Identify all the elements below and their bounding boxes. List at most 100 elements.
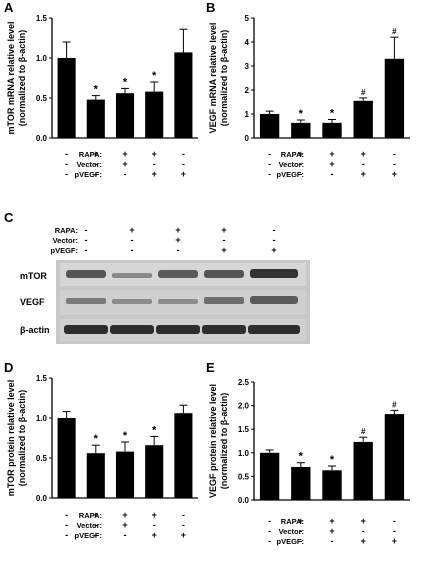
condition-sign: - (362, 526, 365, 536)
condition-sign: + (122, 159, 127, 169)
condition-row-label: RAPA: (281, 150, 304, 159)
condition-sign: + (122, 520, 127, 530)
condition-sign: + (122, 510, 127, 520)
y-tick-label: 1.5 (36, 14, 48, 23)
condition-sign: - (393, 159, 396, 169)
band-mtor-lane3 (158, 270, 198, 278)
significance-mark: * (123, 430, 128, 442)
y-axis-label-line2: (normalized to β-actin) (17, 390, 27, 487)
condition-sign: + (93, 149, 98, 159)
condition-sign: - (299, 536, 302, 546)
condition-sign: - (268, 169, 271, 179)
condition-sign: - (182, 510, 185, 520)
y-tick-label: 1.0 (238, 449, 250, 458)
condition-sign: + (361, 149, 366, 159)
y-tick-label: 0 (245, 134, 250, 143)
y-axis-label-line1: VEGF protein relative level (208, 384, 218, 498)
band-actin-lane1 (64, 325, 108, 334)
bar (353, 100, 373, 138)
condition-sign: - (182, 520, 185, 530)
condition-sign: - (94, 530, 97, 540)
y-tick-label: 0.0 (238, 496, 250, 505)
y-axis-label-line2: (normalized to β-actin) (17, 30, 27, 127)
blot-bands-mtor (66, 269, 298, 278)
y-tick-label: 1.5 (36, 374, 48, 383)
y-tick-label: 2 (245, 86, 250, 95)
band-mtor-lane1 (66, 270, 106, 278)
condition-sign: - (268, 526, 271, 536)
condition-sign: - (299, 526, 302, 536)
blot-condition-sign: - (85, 225, 88, 235)
condition-sign: + (329, 159, 334, 169)
blot-condition-sign: - (85, 245, 88, 255)
y-tick-label: 4 (245, 38, 250, 47)
condition-sign: - (268, 149, 271, 159)
condition-row-label: pVEGF: (75, 170, 103, 179)
condition-row-label: RAPA: (281, 517, 304, 526)
blot-condition-sign: + (129, 225, 134, 235)
western-blot: mTOR VEGF β-actin (20, 260, 310, 344)
chart-panel-a: 0.0 0.5 1.0 1.5 * * * mTOR mRNA relative level(… (6, 14, 198, 179)
blot-condition-sign: - (131, 235, 134, 245)
condition-row-label: pVEGF: (277, 537, 305, 546)
y-axis-label-line1: VEGF mRNA relative level (208, 23, 218, 134)
blot-label-mtor: mTOR (20, 271, 47, 281)
blot-condition-row-label: pVEGF: (51, 246, 79, 255)
blot-condition-row-label: Vector: (53, 236, 78, 245)
blot-condition-sign: - (223, 235, 226, 245)
condition-sign: + (152, 530, 157, 540)
condition-sign: + (152, 149, 157, 159)
y-tick-label: 0.0 (36, 494, 48, 503)
band-vegf-lane3 (158, 299, 198, 304)
condition-sign: - (94, 169, 97, 179)
bar (291, 466, 311, 500)
bar (145, 445, 164, 498)
condition-sign: - (393, 516, 396, 526)
condition-row-label: Vector: (77, 521, 102, 530)
band-actin-lane5 (248, 325, 300, 334)
y-tick-label: 0.5 (36, 94, 48, 103)
condition-sign: - (393, 526, 396, 536)
band-vegf-lane5 (250, 296, 298, 304)
condition-sign: - (268, 159, 271, 169)
condition-sign: + (361, 536, 366, 546)
blot-condition-sign: - (131, 245, 134, 255)
bar (145, 91, 164, 138)
condition-sign: - (331, 536, 334, 546)
condition-sign: + (152, 510, 157, 520)
y-tick-label: 0.0 (36, 134, 48, 143)
condition-sign: + (361, 169, 366, 179)
bar (115, 451, 135, 498)
bar (291, 122, 311, 138)
condition-row-label: Vector: (77, 160, 102, 169)
condition-sign: + (122, 149, 127, 159)
significance-mark: * (299, 451, 304, 463)
band-actin-lane4 (202, 325, 246, 334)
blot-bands-vegf (66, 296, 298, 304)
y-axis-label-line1: mTOR mRNA relative level (6, 21, 16, 134)
condition-row-label: RAPA: (79, 150, 102, 159)
panel-letter-a: A (4, 0, 14, 15)
condition-sign: + (181, 530, 186, 540)
band-vegf-lane2 (112, 299, 152, 304)
condition-sign: - (182, 149, 185, 159)
significance-mark: # (392, 27, 397, 36)
y-axis-label-line1: mTOR protein relative level (6, 380, 16, 496)
condition-sign: - (124, 169, 127, 179)
chart-panel-e: 0.0 0.5 1.0 1.5 2.0 2.5 * * # # VEGF protein relat… (208, 378, 410, 546)
blot-condition-table: RAPA: - + + + -Vector: - - + - -pVEGF: - - - + + (51, 225, 277, 255)
significance-mark: * (299, 108, 304, 120)
y-axis-label-line2: (normalized to β-actin) (219, 30, 229, 127)
condition-sign: - (331, 169, 334, 179)
bar (322, 122, 342, 138)
significance-mark: # (392, 400, 397, 409)
condition-sign: - (299, 169, 302, 179)
condition-sign: + (181, 169, 186, 179)
condition-sign: + (329, 526, 334, 536)
condition-sign: - (94, 520, 97, 530)
condition-sign: + (329, 516, 334, 526)
condition-sign: + (298, 149, 303, 159)
band-mtor-lane4 (204, 270, 244, 278)
y-tick-label: 0.5 (238, 472, 250, 481)
blot-condition-sign: + (271, 245, 276, 255)
